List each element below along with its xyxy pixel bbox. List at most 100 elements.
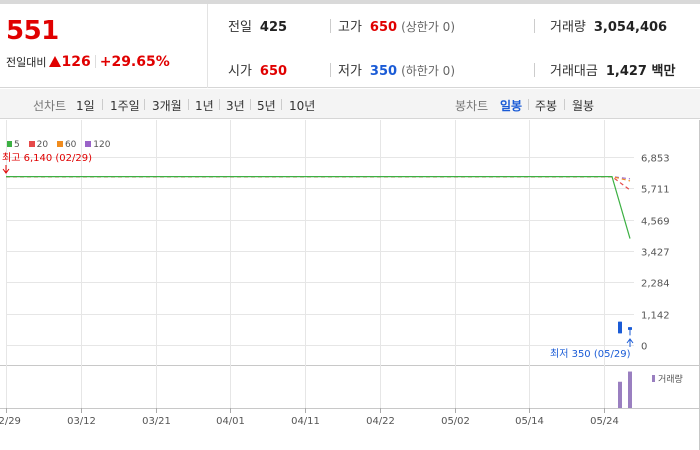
low-label: 저가 <box>338 64 362 79</box>
candles <box>618 321 634 347</box>
x-tick-label: 04/11 <box>291 416 320 427</box>
top-border <box>0 0 700 4</box>
y-tick-label: 6,853 <box>641 154 670 165</box>
volume-bars <box>618 371 655 408</box>
x-tick-label: 04/01 <box>216 416 245 427</box>
tab-weekly[interactable]: 주봉 <box>535 99 558 113</box>
line-chart-label: 선차트 <box>33 99 67 113</box>
high-value: 650 <box>369 20 398 35</box>
prev-close-value: 425 <box>259 20 288 35</box>
divider <box>281 99 282 110</box>
open-stat: 시가 650 <box>228 60 287 79</box>
divider <box>94 55 96 68</box>
price-chart: 6,853 5,711 4,569 3,427 2,284 1,142 0 02/29 03/… <box>0 120 700 450</box>
divider <box>102 99 103 110</box>
high-label: 고가 <box>338 20 362 35</box>
legend-label: 5 <box>14 140 20 150</box>
tab-1w[interactable]: 1주일 <box>110 99 140 113</box>
legend-swatch <box>85 141 92 147</box>
volume-legend-swatch <box>652 375 655 382</box>
legend-swatch <box>28 141 35 147</box>
tab-3m[interactable]: 3개월 <box>152 99 182 113</box>
x-tick-label: 03/21 <box>142 416 171 427</box>
y-tick-label: 4,569 <box>641 217 670 228</box>
amount-stat: 거래대금 1,427 백만 <box>550 60 675 79</box>
divider <box>188 99 189 110</box>
amount-value: 1,427 백만 <box>605 64 676 79</box>
volume-bar <box>618 381 622 408</box>
prev-close-label: 전일 <box>228 20 252 35</box>
ma-line-5 <box>6 176 631 239</box>
high-stat: 고가 650 (상한가 0) <box>338 16 455 35</box>
low-marker-icon <box>626 338 634 347</box>
volume-value: 3,054,406 <box>593 20 668 35</box>
divider <box>330 63 331 77</box>
volume-label: 거래량 <box>550 20 586 35</box>
chart-period-tabs: 선차트 1일 1주일 3개월 1년 3년 5년 10년 봉차트 일봉 주봉 월봉 <box>0 89 700 119</box>
legend-swatch <box>6 141 12 147</box>
x-tick-label: 03/12 <box>67 416 96 427</box>
divider <box>534 19 535 33</box>
y-tick-label: 5,711 <box>641 185 670 196</box>
current-price-box: 551 전일대비 126 +29.65% <box>0 4 208 88</box>
legend-label: 20 <box>36 140 49 150</box>
legend-item-ma20: 20 <box>28 140 49 150</box>
low-value: 350 <box>369 64 398 79</box>
upper-limit: (상한가 0) <box>401 20 455 34</box>
tab-daily[interactable]: 일봉 <box>500 99 523 113</box>
annotations: 최고 6,140 (02/29) 최저 350 (05/29) 거래량 <box>2 152 683 385</box>
up-triangle-icon <box>49 56 62 67</box>
legend-label: 60 <box>64 140 77 150</box>
x-axis-labels: 02/29 03/12 03/21 04/01 04/11 04/22 05/02 05/14… <box>0 416 619 427</box>
divider <box>330 19 331 33</box>
grid <box>0 120 700 450</box>
legend-item-ma120: 120 <box>85 140 110 150</box>
tab-monthly[interactable]: 월봉 <box>572 99 595 113</box>
candle-body <box>618 321 622 334</box>
tab-10y[interactable]: 10년 <box>289 99 316 113</box>
lower-limit: (하한가 0) <box>401 64 455 78</box>
divider <box>219 99 220 110</box>
x-tick-label: 02/29 <box>0 416 21 427</box>
tab-5y[interactable]: 5년 <box>257 99 276 113</box>
divider <box>250 99 251 110</box>
ma-legend: 5 20 60 120 <box>6 140 116 150</box>
volume-legend-label: 거래량 <box>658 373 683 385</box>
amount-label: 거래대금 <box>550 64 598 79</box>
high-annotation: 최고 6,140 (02/29) <box>2 152 92 164</box>
open-label: 시가 <box>228 64 252 79</box>
y-axis-labels: 6,853 5,711 4,569 3,427 2,284 1,142 0 <box>641 154 670 353</box>
legend-swatch <box>56 141 63 147</box>
volume-bar <box>628 371 632 408</box>
x-tick-label: 05/02 <box>441 416 470 427</box>
candle-chart-label: 봉차트 <box>455 99 489 113</box>
divider <box>534 63 535 77</box>
tab-1d[interactable]: 1일 <box>76 99 95 113</box>
ma-line-60 <box>6 176 631 182</box>
ma-line-20 <box>6 176 631 191</box>
divider <box>564 99 565 110</box>
x-tick-label: 05/24 <box>590 416 619 427</box>
tab-1y[interactable]: 1년 <box>195 99 214 113</box>
y-tick-label: 2,284 <box>641 279 670 290</box>
change-amount: 126 <box>61 54 91 70</box>
change-row: 전일대비 126 +29.65% <box>6 54 170 70</box>
open-value: 650 <box>259 64 288 79</box>
y-tick-label: 3,427 <box>641 248 670 259</box>
change-label: 전일대비 <box>6 56 47 69</box>
tab-3y[interactable]: 3년 <box>226 99 245 113</box>
legend-label: 120 <box>93 140 111 150</box>
legend-item-ma60: 60 <box>56 140 77 150</box>
high-marker-icon <box>2 165 10 174</box>
change-rate: +29.65% <box>99 54 170 70</box>
y-tick-label: 0 <box>641 342 647 353</box>
price-summary: 551 전일대비 126 +29.65% 전일 425 고가 650 (상한가 0) 거래… <box>0 4 700 88</box>
x-tick-label: 04/22 <box>366 416 395 427</box>
ma-lines <box>2 165 631 239</box>
y-tick-label: 1,142 <box>641 311 670 322</box>
low-annotation: 최저 350 (05/29) <box>550 348 631 360</box>
divider <box>144 99 145 110</box>
candle-body <box>628 327 632 330</box>
x-tick-label: 05/14 <box>515 416 544 427</box>
divider <box>528 99 529 110</box>
